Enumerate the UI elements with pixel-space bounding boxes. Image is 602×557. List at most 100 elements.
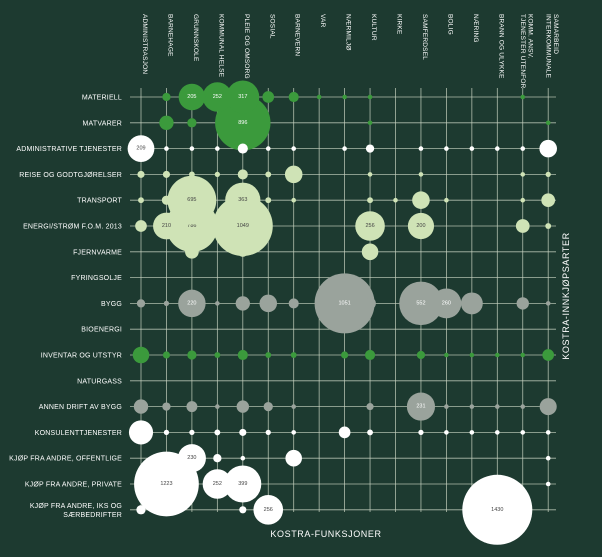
column-label: GRUNNSKOLE (192, 14, 199, 62)
bubble (240, 455, 246, 461)
bubble (159, 115, 174, 130)
bubble (215, 95, 271, 151)
bubble (214, 352, 221, 358)
row-labels: MATERIELL MATVARER ADMINISTRATIVE TJENESTE… (9, 95, 122, 519)
bubble (291, 404, 297, 409)
bubble (290, 352, 297, 358)
bubble (539, 398, 557, 416)
row-label: NATURGASS (77, 378, 122, 385)
bubble (136, 505, 146, 515)
bubble (545, 430, 551, 435)
bubble (316, 94, 322, 100)
bubble (262, 91, 275, 103)
bubble (520, 430, 526, 435)
column-label: SAMFERDSEL (421, 14, 428, 60)
bubble (366, 403, 374, 411)
bubble (291, 430, 297, 435)
bubble (367, 197, 373, 204)
bubble (188, 171, 195, 178)
row-label: SÆRBEDRIFTER (63, 512, 122, 519)
column-label: KIRKE (396, 14, 403, 35)
bubble (237, 246, 248, 257)
row-label: MATVARER (83, 120, 122, 127)
bubble-label: 1430 (491, 507, 503, 513)
bubble-label: 256 (264, 507, 273, 513)
row-label: KJØP FRA ANDRE, PRIVATE (25, 482, 122, 489)
bubble (127, 135, 155, 162)
bubble (225, 182, 261, 218)
row-label: KONSULENTTJENESTER (35, 430, 122, 437)
bubble-label: 209 (136, 146, 145, 152)
bubble (136, 299, 146, 308)
bubble (520, 352, 526, 358)
column-label: INTERKOMMUNALE (544, 14, 551, 79)
bubble-label: 786 (187, 223, 196, 229)
bubble (418, 146, 424, 151)
column-label: NÆRMILJØ (345, 14, 352, 51)
bubble (367, 120, 373, 126)
bubble (444, 404, 449, 409)
column-label: BRANN OG ULYKKE (497, 14, 504, 79)
bubble-label: 1049 (237, 223, 249, 229)
bubble (545, 171, 551, 178)
row-label: ENERGI/STRØM F.O.M. 2013 (23, 224, 122, 231)
bubble (495, 481, 500, 487)
bubble (189, 146, 195, 151)
bubble (495, 430, 500, 435)
bubble (516, 297, 529, 310)
bubble (291, 146, 297, 151)
bubble (355, 211, 385, 241)
bubble (236, 400, 250, 413)
bubble (163, 300, 170, 307)
bubble (226, 80, 260, 114)
bubble (444, 197, 449, 203)
bubble (215, 301, 220, 306)
bubble (545, 301, 551, 306)
bubble-label: 363 (238, 197, 247, 203)
bubble (342, 94, 347, 100)
bubble (365, 144, 375, 153)
bubble (189, 429, 195, 436)
bubble (291, 197, 297, 203)
bubble (520, 197, 526, 203)
bubble-label: 317 (238, 94, 247, 100)
bubble (314, 273, 375, 334)
bubble-label: 1051 (338, 300, 350, 306)
bubble (520, 172, 526, 177)
bubble (364, 349, 376, 361)
bubble (495, 146, 500, 151)
bubble (495, 404, 500, 409)
row-label: FYRINGSOLJE (71, 275, 122, 282)
bubble (520, 146, 526, 151)
bubble (418, 172, 424, 177)
bubble (545, 481, 551, 487)
bubble (162, 92, 171, 102)
bubble (341, 351, 349, 359)
bubble (406, 392, 436, 421)
bubble (412, 191, 430, 209)
bubble (284, 165, 303, 184)
bubble (367, 429, 373, 436)
bubble (167, 175, 217, 225)
bubble-label: 260 (442, 300, 451, 306)
column-label: BARNEHAGE (166, 14, 173, 57)
bubble (202, 469, 233, 499)
bubble (393, 197, 398, 203)
bubble (444, 146, 449, 151)
bubble (214, 429, 221, 436)
bubble (162, 170, 171, 178)
bubble (163, 429, 170, 436)
bubble-label: 210 (162, 223, 171, 229)
column-label: PLEIE OG OMSORG (243, 14, 250, 79)
bubble-label: 200 (416, 223, 425, 229)
bubble-label: 252 (213, 481, 222, 487)
bubble (542, 349, 555, 361)
bubble (399, 281, 443, 326)
bubble (545, 120, 551, 126)
bubble (265, 197, 272, 204)
bubble-label: 205 (187, 94, 196, 100)
bubble (164, 146, 169, 151)
bubble-label: 399 (238, 481, 247, 487)
column-label: VAR (319, 14, 326, 28)
